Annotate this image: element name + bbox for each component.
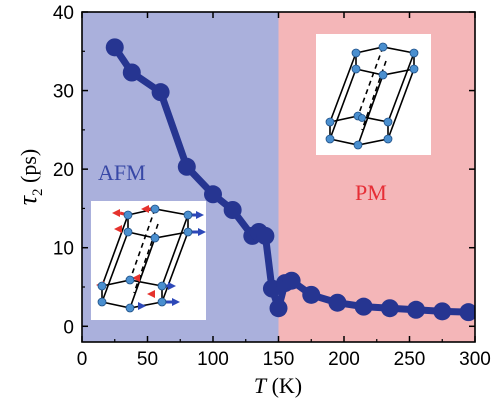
data-series: [105, 38, 475, 322]
y-tick-label: 40: [53, 3, 74, 24]
y-tick-label: 0: [63, 317, 74, 338]
data-point: [459, 303, 475, 322]
x-tick-label: 150: [263, 349, 295, 370]
x-axis: 0 50 100 150 200 250 300: [77, 12, 491, 370]
region-label-afm: AFM: [98, 160, 146, 185]
afm-structure-inset: [91, 201, 206, 320]
data-point: [122, 63, 141, 82]
data-point: [151, 83, 170, 102]
data-point: [282, 271, 301, 290]
region-label-pm: PM: [355, 180, 387, 205]
y-tick-label: 30: [53, 82, 74, 103]
data-point: [105, 38, 124, 57]
data-point: [223, 201, 242, 219]
data-point: [407, 300, 426, 319]
x-tick-label: 200: [328, 349, 360, 370]
data-point: [302, 285, 321, 304]
y-axis-title: τ2 (ps): [13, 149, 46, 206]
data-point: [269, 299, 288, 318]
x-tick-label: 100: [197, 349, 229, 370]
x-tick-label: 250: [394, 349, 426, 370]
data-point: [328, 293, 347, 312]
x-axis-title: T (K): [254, 373, 302, 398]
data-point: [256, 226, 275, 245]
data-point: [433, 302, 452, 321]
data-point: [354, 297, 373, 316]
x-tick-label: 300: [459, 349, 491, 370]
data-point: [204, 185, 222, 204]
data-point: [380, 299, 399, 318]
pm-structure-inset: [316, 34, 431, 155]
y-tick-label: 20: [53, 160, 74, 181]
data-point: [177, 157, 196, 176]
x-tick-label: 0: [77, 349, 88, 370]
y-axis: 0 10 20 30 40: [53, 3, 475, 338]
x-tick-label: 50: [137, 349, 158, 370]
y-tick-label: 10: [53, 239, 74, 260]
